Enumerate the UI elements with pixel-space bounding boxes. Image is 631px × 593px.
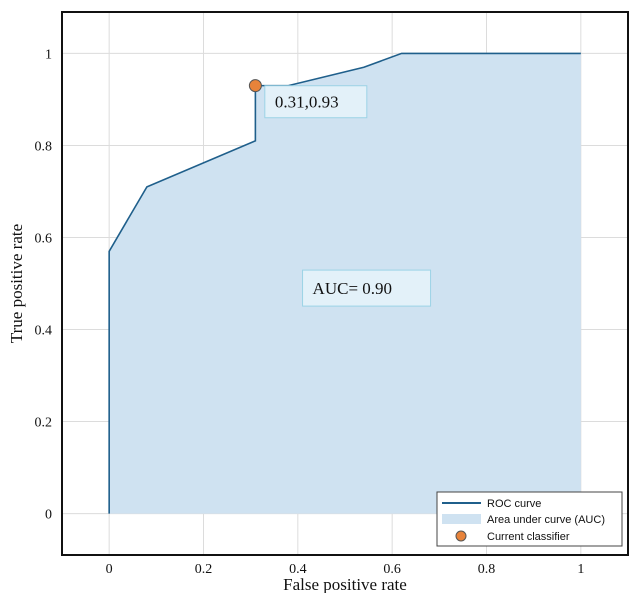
y-tick-label: 0.8 (35, 139, 53, 154)
legend-classifier-label: Current classifier (487, 531, 570, 543)
y-tick-label: 0.6 (35, 231, 53, 246)
x-axis-label: False positive rate (283, 575, 407, 593)
x-tick-label: 1 (577, 562, 584, 577)
annotation-box-1 (302, 269, 432, 307)
x-tick-labels: 0 0.2 0.4 0.6 0.8 1 (106, 562, 585, 577)
y-axis-label: True positive rate (7, 224, 26, 343)
annotation-text-0: 0.31,0.93 (275, 93, 339, 112)
plot-frame (61, 11, 629, 556)
x-tick-label: 0 (106, 562, 113, 577)
y-tick-labels: 0 0.2 0.4 0.6 0.8 1 (35, 47, 53, 522)
legend-auc-swatch (442, 514, 481, 524)
x-tick-label: 0.2 (195, 562, 213, 577)
legend-classifier-swatch (455, 530, 467, 542)
x-tick-label: 0.8 (478, 562, 496, 577)
legend: ROC curve Area under curve (AUC) Current… (436, 491, 623, 547)
legend-auc-label: Area under curve (AUC) (487, 514, 605, 526)
annotation-text-1: AUC= 0.90 (313, 279, 392, 298)
annotation-box-0 (264, 85, 368, 119)
legend-roc-label: ROC curve (487, 498, 541, 510)
current-classifier-point (248, 79, 262, 93)
x-tick-label: 0.4 (289, 562, 307, 577)
annotations: 0.31,0.93 AUC= 0.90 (264, 85, 432, 307)
y-tick-label: 0 (45, 508, 52, 523)
y-tick-label: 0.4 (35, 324, 53, 339)
y-tick-label: 0.2 (35, 416, 53, 431)
y-tick-label: 1 (45, 47, 52, 62)
legend-box (436, 491, 623, 547)
x-tick-label: 0.6 (383, 562, 401, 577)
